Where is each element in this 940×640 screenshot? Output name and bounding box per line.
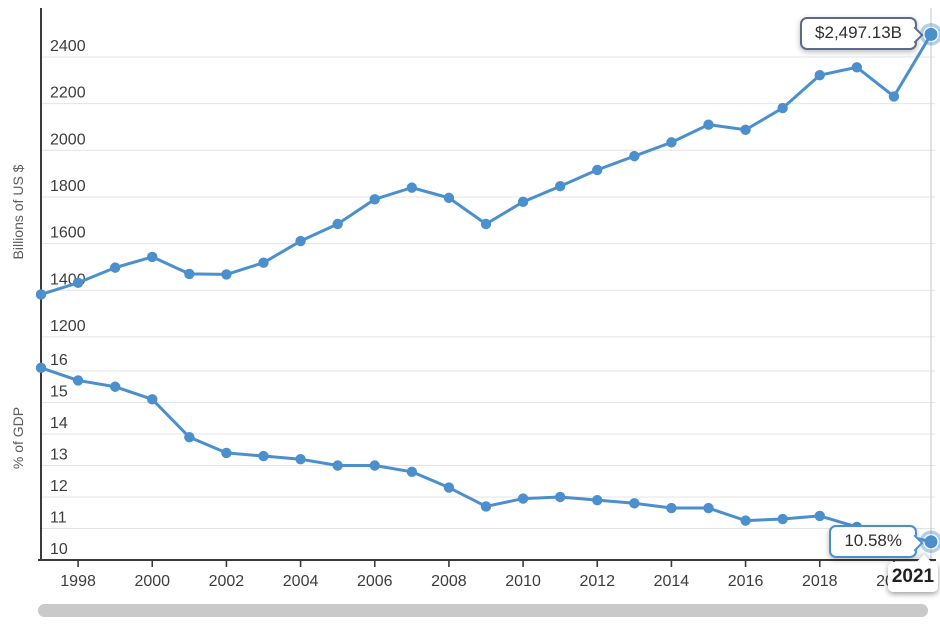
data-point[interactable] — [406, 466, 418, 477]
data-point[interactable] — [295, 235, 306, 247]
x-axis-tick-label: 2016 — [728, 573, 764, 590]
data-point[interactable] — [332, 218, 343, 230]
x-axis-tick-label: 2004 — [283, 573, 319, 590]
data-point[interactable] — [924, 535, 938, 549]
data-point[interactable] — [369, 460, 380, 471]
data-point[interactable] — [184, 268, 195, 280]
series-line — [39, 366, 933, 544]
y-axis-tick-label: 12 — [50, 478, 68, 495]
data-point[interactable] — [592, 164, 603, 176]
data-point[interactable] — [221, 447, 232, 459]
y-axis-tick-label: 2400 — [50, 38, 86, 55]
value-tooltip: $2,497.13B — [800, 17, 924, 50]
data-point[interactable] — [258, 450, 269, 462]
data-point[interactable] — [147, 394, 158, 405]
data-point[interactable] — [258, 257, 269, 268]
series-line — [39, 32, 933, 296]
crosshair-year-badge: 2021 — [888, 554, 938, 592]
y-axis-tick-label: 11 — [50, 510, 67, 527]
y-axis-tick-label: 1600 — [50, 225, 86, 242]
data-point[interactable] — [554, 181, 566, 192]
data-point[interactable] — [851, 62, 863, 73]
data-point[interactable] — [147, 251, 158, 263]
horizontal-scrollbar-thumb[interactable] — [38, 604, 928, 617]
x-axis-tick-label: 2014 — [654, 573, 690, 590]
data-point[interactable] — [517, 196, 529, 208]
data-point[interactable] — [666, 137, 677, 148]
data-point[interactable] — [109, 381, 121, 392]
data-point[interactable] — [703, 119, 714, 130]
data-point[interactable] — [109, 262, 121, 273]
y-axis-tick-label: 1200 — [50, 318, 86, 335]
y-axis-title-billions: Billions of US $ — [10, 164, 26, 260]
x-axis-tick-label: 1998 — [60, 573, 96, 590]
data-point[interactable] — [666, 502, 677, 514]
y-axis-title-pct-gdp: % of GDP — [10, 406, 26, 470]
x-axis-tick-label: 2012 — [579, 573, 615, 590]
y-axis-tick-label: 2200 — [50, 85, 86, 102]
data-point[interactable] — [703, 502, 714, 514]
year-badge-face — [888, 562, 938, 592]
data-point[interactable] — [517, 493, 529, 504]
data-point[interactable] — [480, 501, 492, 512]
data-point[interactable] — [592, 494, 603, 506]
data-point[interactable] — [72, 277, 84, 288]
y-axis-tick-label: 16 — [50, 352, 68, 369]
value-tooltip-text: $2,497.13B — [815, 23, 902, 42]
data-point[interactable] — [888, 91, 900, 102]
data-point[interactable] — [629, 498, 640, 509]
data-point[interactable] — [35, 362, 47, 374]
data-point[interactable] — [72, 375, 84, 386]
pct-tooltip: 10.58% — [829, 525, 924, 558]
data-point[interactable] — [924, 27, 938, 41]
x-axis-tick-label: 2008 — [431, 573, 467, 590]
data-point[interactable] — [814, 69, 825, 81]
x-axis-tick-label: 2018 — [802, 573, 838, 590]
data-point[interactable] — [814, 510, 825, 522]
data-point[interactable] — [629, 150, 640, 162]
y-axis-tick-label: 14 — [50, 415, 68, 432]
data-point[interactable] — [35, 289, 47, 300]
x-axis-tick-label: 2006 — [357, 573, 393, 590]
data-point[interactable] — [777, 102, 788, 114]
y-axis-tick-label: 15 — [50, 384, 68, 401]
pct-tooltip-text: 10.58% — [844, 531, 902, 550]
x-axis-tick-label: 2000 — [134, 573, 170, 590]
data-point[interactable] — [777, 513, 788, 525]
data-point[interactable] — [184, 431, 195, 443]
data-point[interactable] — [480, 218, 492, 230]
data-point[interactable] — [740, 515, 751, 526]
year-badge-text: 2021 — [891, 566, 935, 587]
data-point[interactable] — [369, 194, 380, 205]
data-point[interactable] — [406, 182, 418, 193]
data-point[interactable] — [443, 482, 455, 493]
data-point[interactable] — [221, 269, 232, 280]
data-point[interactable] — [443, 192, 455, 204]
data-point[interactable] — [295, 454, 306, 465]
y-axis-tick-label: 13 — [50, 447, 68, 464]
y-axis-tick-label: 1800 — [50, 178, 86, 195]
x-axis-tick-label: 2002 — [209, 573, 245, 590]
y-axis-tick-label: 2000 — [50, 131, 86, 148]
data-point[interactable] — [740, 124, 751, 135]
data-point[interactable] — [332, 460, 343, 471]
data-point[interactable] — [554, 491, 566, 503]
y-axis-tick-label: 10 — [50, 541, 68, 558]
x-axis-tick-label: 2010 — [505, 573, 541, 590]
